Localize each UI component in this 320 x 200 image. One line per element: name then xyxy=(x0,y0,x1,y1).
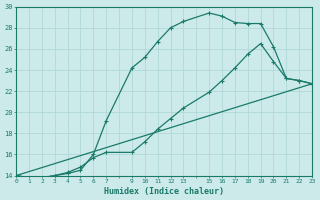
X-axis label: Humidex (Indice chaleur): Humidex (Indice chaleur) xyxy=(104,187,224,196)
